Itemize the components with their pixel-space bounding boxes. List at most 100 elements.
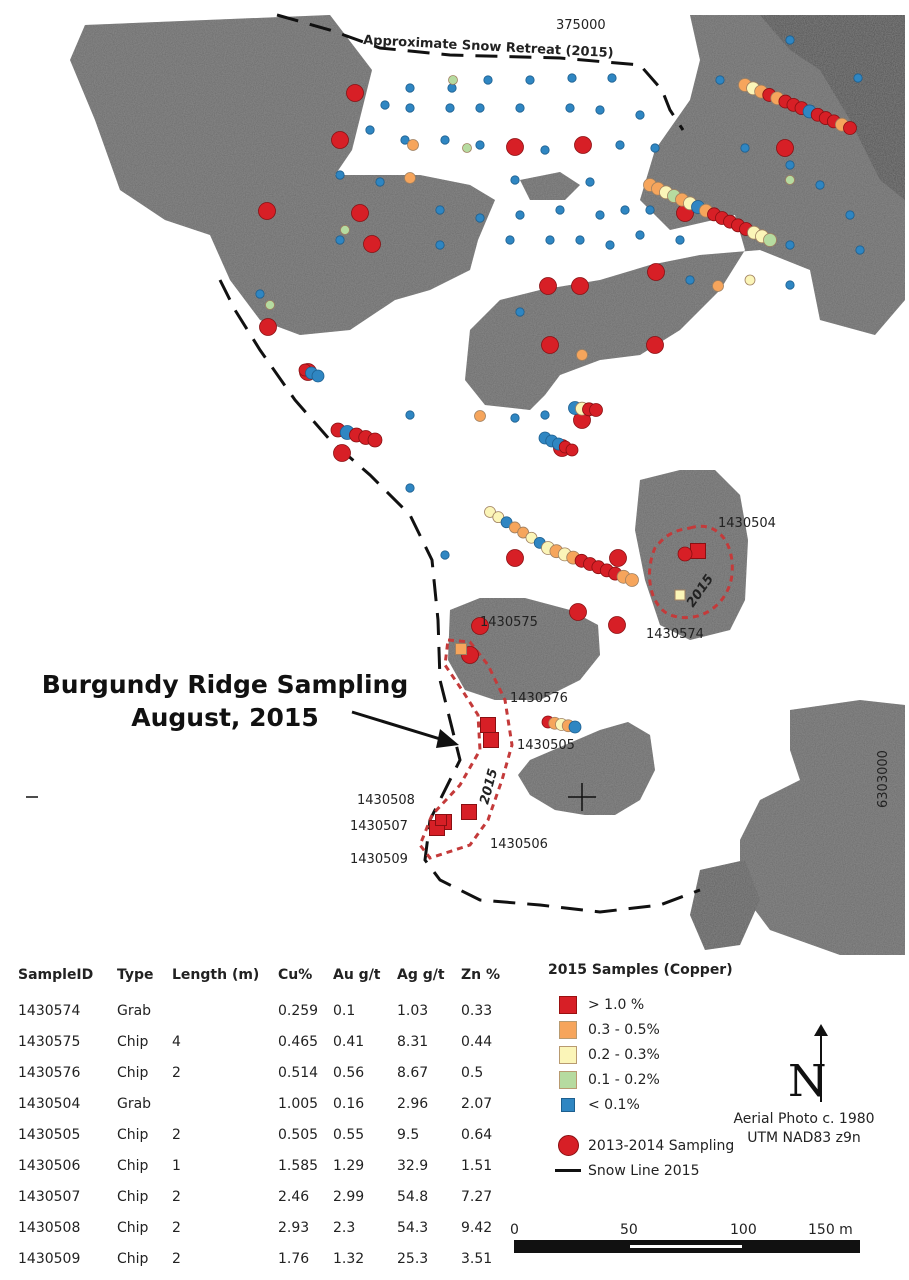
legend-item-mid: 0.2 - 0.3% [548,1042,734,1067]
copper-trace-sample [255,289,265,299]
copper-trace-sample [575,235,585,245]
outcrop-northwest [70,15,495,335]
scale-tick-100: 100 [730,1222,757,1238]
historical-sample [609,549,627,567]
legend-label: < 0.1% [588,1096,640,1113]
copper-trace-sample [855,245,865,255]
copper-trace-sample [595,210,605,220]
cell: 1430576 [18,1064,81,1081]
copper-trace-sample [785,240,795,250]
table-row: 1430506 Chip 1 1.585 1.29 32.9 1.51 [18,1150,511,1181]
copper-trace-sample [475,140,485,150]
historical-sample [259,318,277,336]
header-cu: Cu% [278,967,313,983]
cell: 4 [172,1033,181,1050]
copper-trace-sample [505,235,515,245]
cell: Chip [117,1033,149,1050]
copper-trace-sample [405,103,415,113]
callout-arrow [351,710,451,744]
sample-1430509-marker [435,814,447,826]
legend-label: 2013-2014 Sampling [588,1137,735,1154]
sample-label-1430508: 1430508 [357,793,415,808]
copper-trace-sample [510,413,520,423]
copper-trace-sample [335,235,345,245]
historical-sample [539,277,557,295]
copper-trace-sample [845,210,855,220]
cell: 2.96 [397,1095,429,1112]
legend-label: 0.1 - 0.2% [588,1071,660,1088]
sample-label-1430504: 1430504 [718,516,776,531]
cell: 2 [172,1219,181,1236]
traverse-sample [625,573,639,587]
table-row: 1430504 Grab 1.005 0.16 2.96 2.07 [18,1088,511,1119]
photo-info: Aerial Photo c. 1980 UTM NAD83 z9n [704,1110,904,1148]
copper-mid-high-sample [474,410,486,422]
copper-trace-sample [607,73,617,83]
traverse-sample [843,121,857,135]
sample-1430575-marker [455,643,467,655]
cell: 0.64 [461,1126,493,1143]
cell: 0.56 [333,1064,365,1081]
header-sample-id: SampleID [18,967,94,983]
copper-trace-sample [615,140,625,150]
historical-sample [363,235,381,253]
cell [172,995,278,1026]
sample-label-1430507: 1430507 [350,819,408,834]
copper-trace-sample [405,410,415,420]
legend-item-snow-line: Snow Line 2015 [548,1158,734,1183]
sample-label-1430575: 1430575 [480,615,538,630]
copper-low-sample [340,225,350,235]
historical-sample [541,336,559,354]
header-au: Au g/t [333,967,381,983]
legend-item-prior-sampling: 2013-2014 Sampling [548,1133,734,1158]
cell: 0.33 [461,1002,493,1019]
copper-trace-sample [555,205,565,215]
scale-bar: 0 50 100 150 m [510,1222,862,1262]
table-row: 1430507 Chip 2 2.46 2.99 54.8 7.27 [18,1181,511,1212]
historical-sample [506,549,524,567]
copper-trace-sample [785,160,795,170]
copper-trace-sample [595,105,605,115]
north-arrow-icon [814,1024,828,1036]
copper-trace-sample [565,103,575,113]
scale-bar-segment [630,1245,742,1248]
rock-outcrops [70,15,905,955]
cell: 54.8 [397,1188,429,1205]
copper-trace-sample [740,143,750,153]
historical-sample [574,136,592,154]
square-marker-icon [559,1070,577,1089]
sampling-callout: Burgundy Ridge Sampling August, 2015 [30,668,420,734]
sample-label-1430574: 1430574 [646,627,704,642]
cell: Chip [117,1157,149,1174]
aerial-photo-map: Approximate Snow Retreat (2015) 375000 6… [26,13,905,955]
sample-1430506-marker [461,804,477,820]
header-type: Type [117,967,154,983]
square-marker-icon [561,1097,575,1112]
header-zn: Zn % [461,967,501,983]
copper-trace-sample [515,103,525,113]
copper-low-sample [448,75,458,85]
copper-trace-sample [567,73,577,83]
cell: 1.29 [333,1157,365,1174]
cell: 0.55 [333,1126,365,1143]
cell: 2 [172,1126,181,1143]
legend-item-trace: < 0.1% [548,1092,734,1117]
historical-sample [351,204,369,222]
table-row: 1430575 Chip 4 0.465 0.41 8.31 0.44 [18,1026,511,1057]
cell: 8.31 [397,1033,429,1050]
sample-results-table: SampleID Type Length (m) Cu% Au g/t Ag g… [18,962,511,1274]
copper-trace-sample [515,307,525,317]
scale-tick-0: 0 [510,1222,519,1238]
scale-tick-50: 50 [620,1222,638,1238]
copper-trace-sample [635,110,645,120]
historical-sample [776,139,794,157]
copper-low-sample [265,300,275,310]
cell: Chip [117,1188,149,1205]
cell: 2.3 [333,1219,356,1236]
traverse-sample [367,432,383,448]
north-arrow-shaft [820,1030,822,1102]
cell: 32.9 [397,1157,429,1174]
square-marker-icon [559,995,577,1014]
historical-sample [646,336,664,354]
legend-label: 0.3 - 0.5% [588,1021,660,1038]
